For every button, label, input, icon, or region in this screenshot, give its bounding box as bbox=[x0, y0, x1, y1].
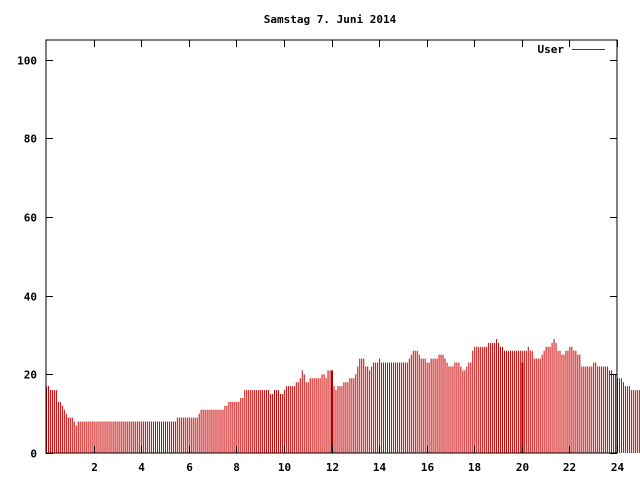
bar-series-user bbox=[46, 338, 640, 453]
x-axis: 2 4 6 8 10 12 14 16 18 20 22 24 bbox=[91, 40, 624, 474]
x-tick-label: 24 bbox=[611, 461, 625, 474]
legend: User bbox=[538, 43, 605, 56]
x-tick-label: 14 bbox=[373, 461, 387, 474]
chart-title: Samstag 7. Juni 2014 bbox=[264, 13, 397, 26]
x-tick-label: 10 bbox=[278, 461, 291, 474]
x-tick-label: 22 bbox=[563, 461, 576, 474]
x-tick-label: 20 bbox=[516, 461, 529, 474]
y-axis: 0 20 40 60 80 100 bbox=[17, 55, 617, 461]
y-tick-label: 0 bbox=[30, 448, 37, 461]
x-tick-label: 12 bbox=[326, 461, 339, 474]
x-tick-label: 6 bbox=[186, 461, 193, 474]
legend-label: User bbox=[538, 43, 565, 56]
y-tick-label: 60 bbox=[24, 212, 37, 225]
x-tick-label: 2 bbox=[91, 461, 98, 474]
y-tick-label: 80 bbox=[24, 133, 37, 146]
plot-frame bbox=[45, 39, 618, 454]
y-tick-label: 100 bbox=[17, 55, 37, 68]
marker-lines bbox=[331, 362, 524, 453]
x-tick-label: 18 bbox=[468, 461, 481, 474]
x-tick-label: 4 bbox=[138, 461, 145, 474]
x-tick-label: 16 bbox=[421, 461, 435, 474]
y-tick-label: 40 bbox=[24, 291, 37, 304]
y-tick-label: 20 bbox=[24, 369, 37, 382]
x-tick-label: 8 bbox=[233, 461, 240, 474]
